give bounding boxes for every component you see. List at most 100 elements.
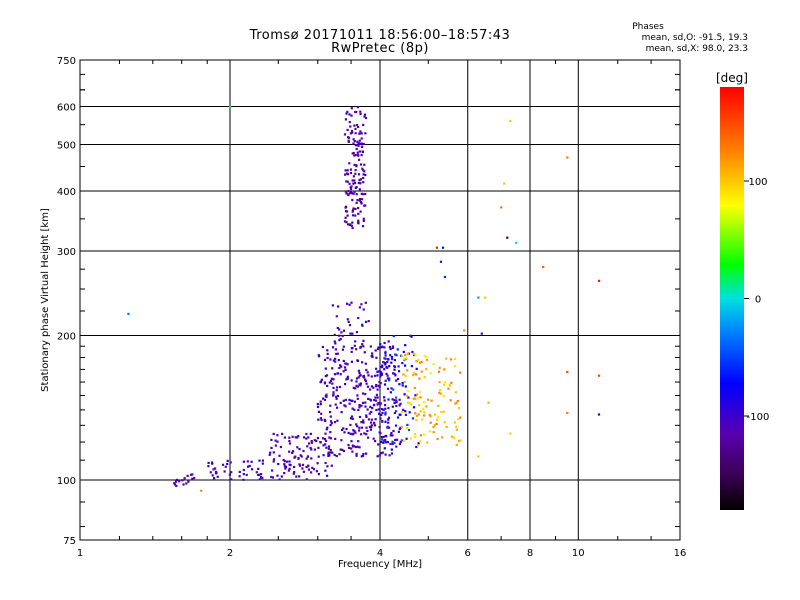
scatter-point — [393, 359, 396, 362]
scatter-point — [278, 478, 281, 481]
scatter-point — [415, 367, 418, 370]
scatter-point — [370, 424, 373, 427]
scatter-point — [351, 450, 354, 453]
scatter-point — [347, 431, 350, 434]
scatter-point — [288, 442, 292, 445]
scatter-point — [388, 426, 391, 429]
scatter-point — [337, 305, 340, 308]
scatter-point — [354, 172, 357, 175]
scatter-point — [597, 374, 601, 377]
scatter-point — [354, 214, 357, 217]
scatter-point — [338, 366, 341, 370]
scatter-point — [357, 144, 360, 147]
scatter-point — [398, 398, 401, 401]
x-tick-label: 6 — [465, 548, 471, 559]
colorbar-ticks: 100 0 -100 — [744, 177, 769, 423]
scatter-point — [349, 332, 352, 335]
scatter-point — [288, 460, 291, 463]
scatter-point — [341, 348, 344, 351]
scatter-point — [358, 415, 362, 419]
scatter-point — [360, 192, 363, 195]
scatter-point — [438, 381, 441, 384]
scatter-point — [383, 399, 386, 402]
scatter-point — [326, 349, 329, 352]
axis-ticks — [80, 60, 680, 540]
scatter-point — [350, 301, 353, 304]
scatter-point — [463, 329, 466, 332]
scatter-point — [378, 425, 381, 429]
scatter-point — [334, 360, 337, 363]
scatter-point — [362, 173, 365, 176]
scatter-point — [349, 132, 352, 135]
scatter-point — [362, 176, 365, 180]
scatter-point — [351, 179, 354, 182]
scatter-point — [313, 439, 316, 442]
scatter-point — [357, 206, 360, 210]
scatter-point — [447, 387, 450, 390]
scatter-point — [335, 455, 338, 458]
scatter-point — [376, 370, 379, 373]
colorbar-label: [deg] — [716, 71, 748, 85]
scatter-point — [268, 453, 271, 456]
scatter-point — [224, 465, 227, 468]
scatter-point — [269, 451, 272, 454]
scatter-point — [349, 223, 352, 226]
scatter-point — [352, 386, 355, 389]
scatter-point — [358, 181, 361, 184]
scatter-point — [435, 246, 438, 249]
scatter-point — [356, 151, 359, 154]
scatter-point — [357, 154, 360, 157]
scatter-point — [383, 447, 386, 450]
scatter-point — [419, 396, 422, 399]
scatter-point — [353, 190, 356, 193]
scatter-point — [425, 355, 428, 358]
scatter-point — [386, 387, 390, 390]
scatter-point — [364, 173, 367, 177]
scatter-point — [357, 125, 360, 128]
scatter-point — [365, 368, 368, 372]
scatter-point — [361, 323, 364, 326]
scatter-point — [301, 467, 304, 470]
scatter-point — [342, 370, 345, 373]
scatter-point — [288, 436, 291, 439]
y-tick-label: 100 — [57, 476, 76, 487]
scatter-point — [295, 475, 298, 478]
scatter-point — [174, 480, 178, 483]
scatter-point — [307, 468, 310, 471]
scatter-point — [402, 373, 405, 376]
scatter-point — [223, 470, 226, 473]
scatter-point — [360, 202, 363, 205]
scatter-point — [407, 428, 411, 432]
scatter-point — [127, 312, 130, 315]
x-tick-labels: 1 2 4 6 8 10 16 — [77, 548, 687, 559]
scatter-point — [380, 413, 383, 417]
scatter-point — [175, 484, 178, 487]
scatter-point — [200, 489, 203, 492]
scatter-point — [380, 440, 383, 444]
scatter-point — [401, 362, 404, 365]
scatter-point — [323, 358, 327, 361]
scatter-point — [379, 343, 382, 346]
scatter-point — [193, 476, 196, 480]
scatter-point — [357, 369, 360, 372]
scatter-point — [413, 386, 416, 389]
scatter-point — [376, 347, 380, 351]
scatter-point — [328, 454, 331, 457]
scatter-point — [384, 379, 387, 382]
scatter-point — [297, 435, 300, 438]
scatter-point — [328, 381, 331, 384]
scatter-point — [366, 429, 369, 433]
scatter-point — [477, 296, 480, 299]
scatter-point — [336, 352, 339, 355]
scatter-point — [315, 439, 318, 442]
scatter-point — [271, 476, 275, 479]
scatter-point — [344, 118, 347, 121]
scatter-point — [335, 352, 338, 356]
scatter-point — [229, 105, 232, 108]
scatter-point — [405, 437, 408, 440]
scatter-point — [379, 417, 382, 420]
scatter-point — [283, 436, 286, 439]
scatter-point — [388, 379, 391, 382]
scatter-point — [400, 439, 403, 442]
grid-lines — [80, 60, 680, 540]
